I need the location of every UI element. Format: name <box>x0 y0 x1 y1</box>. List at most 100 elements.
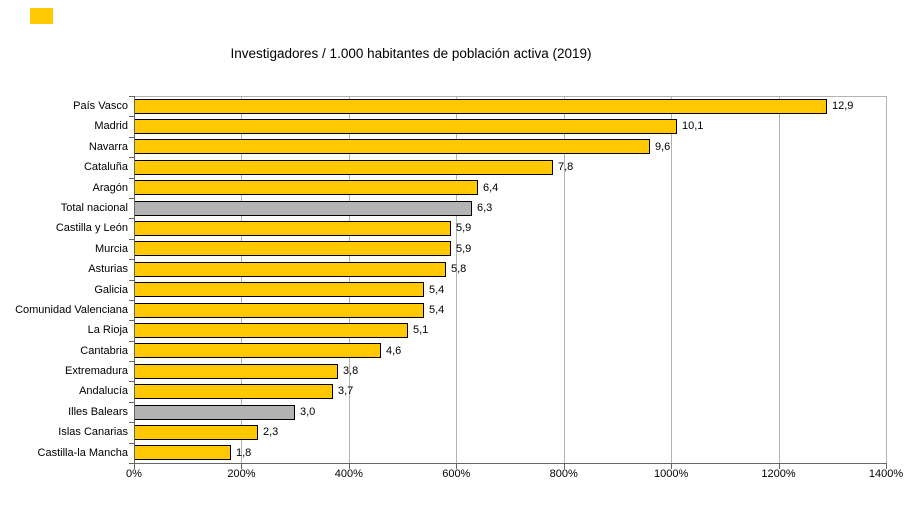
x-axis-tick-label: 600% <box>442 468 471 480</box>
x-axis-tick <box>348 464 350 469</box>
value-label: 3,7 <box>338 385 354 398</box>
category-label: Asturias <box>88 263 128 276</box>
bar <box>134 322 408 338</box>
value-label: 2,3 <box>263 426 279 439</box>
bar <box>134 119 677 135</box>
bar <box>134 445 231 461</box>
value-label: 12,9 <box>832 100 854 112</box>
category-label: Islas Canarias <box>58 426 128 439</box>
bar <box>134 98 827 114</box>
category-label: Murcia <box>94 242 128 255</box>
bar <box>134 139 650 155</box>
category-label: La Rioja <box>87 324 128 337</box>
bar <box>134 221 451 237</box>
y-axis-tick <box>129 401 134 403</box>
y-axis-tick <box>129 136 134 138</box>
corner-color-swatch <box>30 8 53 24</box>
gridline <box>778 96 780 463</box>
x-axis-tick <box>563 464 565 469</box>
category-label: País Vasco <box>73 100 128 112</box>
y-axis-tick <box>129 96 134 97</box>
x-axis-tick-label: 400% <box>334 468 363 480</box>
x-axis-tick-label: 800% <box>549 468 578 480</box>
y-axis-line <box>134 96 135 464</box>
y-axis-tick <box>129 197 134 199</box>
y-axis-tick <box>129 320 134 322</box>
value-label: 6,3 <box>477 201 493 214</box>
y-axis-tick <box>129 299 134 301</box>
x-axis-tick <box>778 464 780 469</box>
category-label: Castilla-la Mancha <box>37 446 128 459</box>
category-label: Galicia <box>94 283 128 296</box>
value-label: 4,6 <box>386 344 402 357</box>
x-axis-tick-label: 200% <box>227 468 256 480</box>
bar <box>134 282 424 298</box>
category-label: Extremadura <box>65 365 128 378</box>
bar <box>134 343 381 359</box>
bar-highlight <box>134 404 295 420</box>
x-axis-tick <box>886 464 887 469</box>
value-label: 5,8 <box>451 263 467 276</box>
y-axis-tick <box>129 238 134 240</box>
category-label: Navarra <box>88 140 128 153</box>
value-label: 5,4 <box>429 283 445 296</box>
bar <box>134 384 333 400</box>
gridline <box>671 96 673 463</box>
bar <box>134 363 338 379</box>
value-label: 5,1 <box>413 324 429 337</box>
value-label: 5,9 <box>456 222 472 235</box>
gridline <box>348 96 350 463</box>
value-label: 3,8 <box>343 365 359 378</box>
x-axis-tick-label: 1200% <box>761 468 796 480</box>
value-label: 9,6 <box>655 140 671 153</box>
bar <box>134 159 553 175</box>
value-label: 1,8 <box>236 446 252 459</box>
category-label: Illes Balears <box>68 405 128 418</box>
y-axis-tick <box>129 259 134 261</box>
y-axis-tick <box>129 422 134 424</box>
x-axis-tick <box>671 464 673 469</box>
value-label: 10,1 <box>682 120 704 133</box>
y-axis-tick <box>129 218 134 220</box>
value-label: 3,0 <box>300 405 316 418</box>
gridline <box>241 96 243 463</box>
y-axis-tick <box>129 157 134 159</box>
x-axis-tick <box>456 464 458 469</box>
category-label: Total nacional <box>60 201 128 214</box>
category-label: Cantabria <box>80 344 128 357</box>
category-label: Cataluña <box>83 161 128 174</box>
x-axis-tick <box>134 464 135 469</box>
y-axis-tick <box>129 361 134 363</box>
bar <box>134 180 478 196</box>
bar <box>134 302 424 318</box>
y-axis-tick <box>129 279 134 281</box>
gridline <box>456 96 458 463</box>
category-label: Castilla y León <box>55 222 128 235</box>
x-axis-tick-label: 0% <box>126 468 142 480</box>
value-label: 5,9 <box>456 242 472 255</box>
y-axis-tick <box>129 381 134 383</box>
category-label: Comunidad Valenciana <box>15 303 128 316</box>
gridline <box>563 96 565 463</box>
bar <box>134 241 451 257</box>
y-axis-tick <box>129 177 134 179</box>
y-axis-tick <box>129 340 134 342</box>
chart-title: Investigadores / 1.000 habitantes de pob… <box>230 46 592 61</box>
value-label: 6,4 <box>483 181 499 194</box>
value-label: 5,4 <box>429 303 445 316</box>
category-label: Andalucía <box>79 385 128 398</box>
bar-highlight <box>134 200 472 216</box>
bar <box>134 261 446 277</box>
category-label: Madrid <box>94 120 128 133</box>
y-axis-tick <box>129 463 134 464</box>
x-axis-tick-label: 1400% <box>868 468 904 480</box>
y-axis-tick <box>129 442 134 444</box>
value-label: 7,8 <box>558 161 574 174</box>
plot-top-border <box>134 96 886 97</box>
x-axis-tick <box>241 464 243 469</box>
x-axis-tick-label: 1000% <box>654 468 689 480</box>
category-label: Aragón <box>92 181 128 194</box>
gridline <box>886 96 887 463</box>
bar <box>134 424 258 440</box>
